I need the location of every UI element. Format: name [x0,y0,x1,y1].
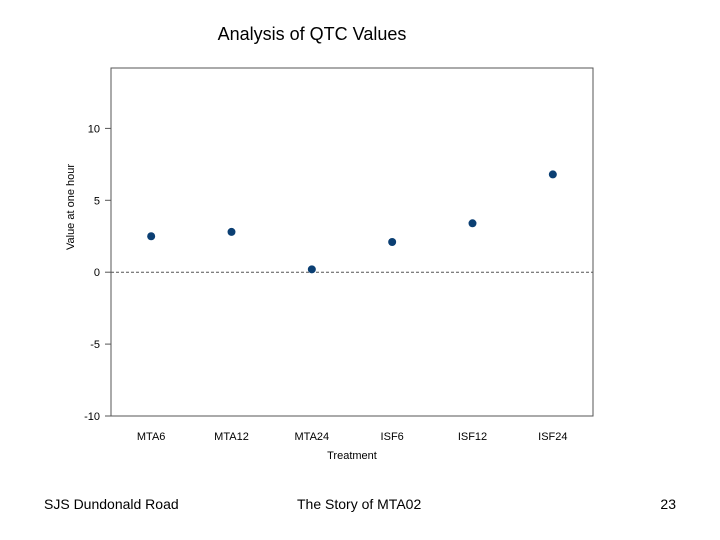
y-tick-label: -5 [90,339,100,351]
page-number: 23 [660,496,676,512]
x-tick-label: ISF24 [538,431,567,443]
y-tick-label: -10 [84,411,100,423]
y-tick-label: 5 [94,195,100,207]
data-point-isf12 [468,219,477,228]
x-tick-label: MTA24 [295,431,330,443]
y-axis-label: Value at one hour [65,164,77,250]
data-point-mta6 [147,232,156,241]
x-axis-label: Treatment [327,450,377,462]
x-tick-label: ISF6 [381,431,404,443]
footer-left-text: SJS Dundonald Road [44,496,179,512]
y-tick-label: 10 [88,123,100,135]
x-tick-label: MTA6 [137,431,166,443]
x-tick-label: ISF12 [458,431,487,443]
x-tick-label: MTA12 [214,431,249,443]
data-point-mta12 [227,227,236,236]
data-point-isf24 [548,170,557,179]
data-point-isf6 [388,238,397,246]
chart-title: Analysis of QTC Values [217,24,407,44]
plot-frame [110,67,594,417]
y-tick-label: 0 [94,267,100,279]
data-point-mta24 [307,265,316,274]
footer-center-text: The Story of MTA02 [297,496,422,512]
